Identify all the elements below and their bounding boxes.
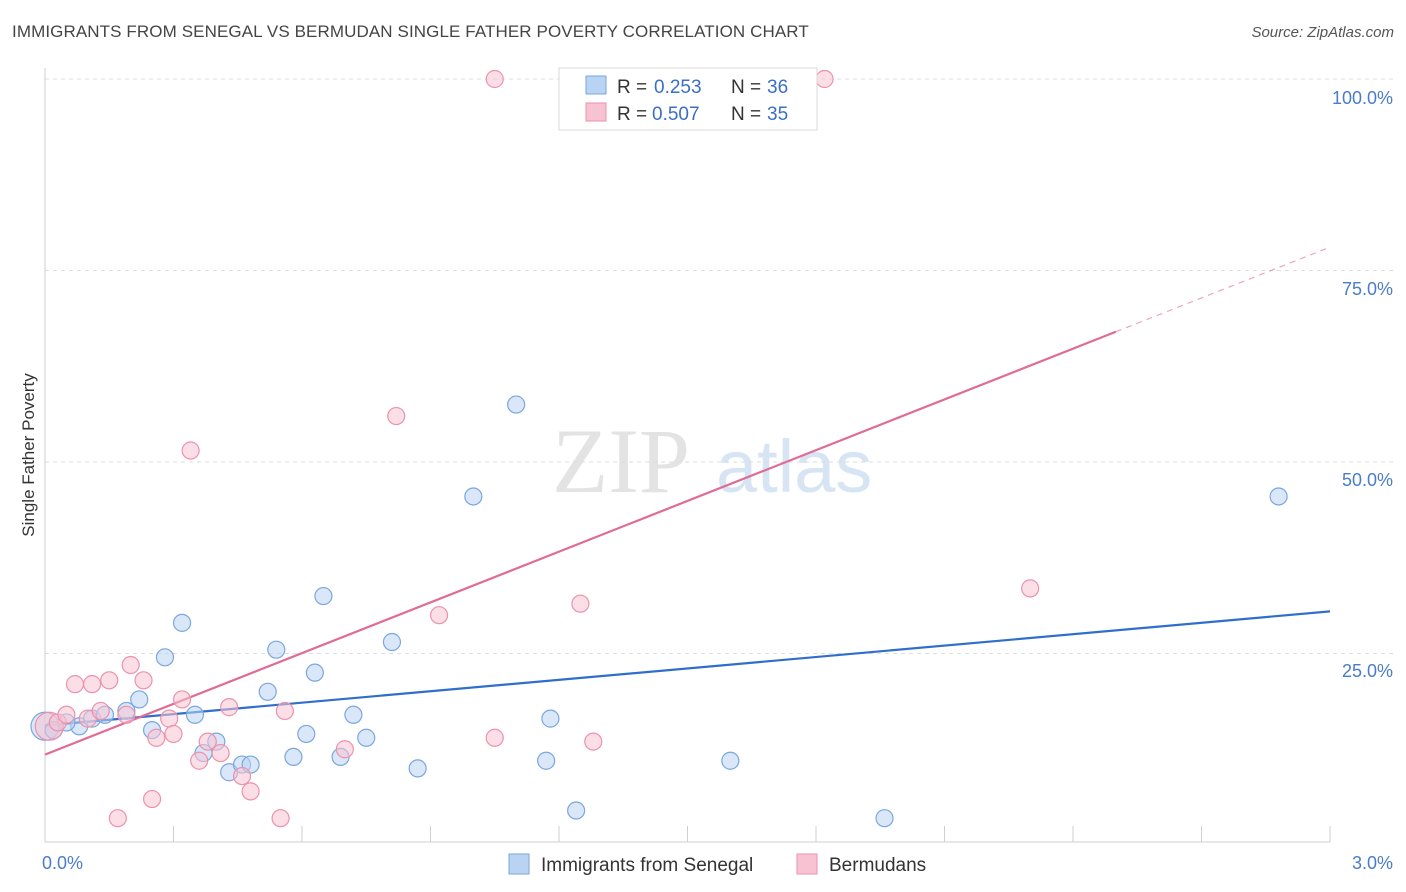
point-bermudans-15 xyxy=(164,724,183,744)
point-bermudans-13 xyxy=(147,728,166,747)
trendline-bermudans xyxy=(44,330,1117,756)
legend-r-label-senegal: R = xyxy=(617,77,647,98)
point-bermudans-19 xyxy=(198,732,217,751)
point-senegal-9 xyxy=(172,613,192,632)
point-bermudans-34 xyxy=(1021,579,1040,598)
point-bermudans-20 xyxy=(211,743,230,763)
point-senegal-16 xyxy=(258,682,277,701)
bottom-legend-swatch-bermudans xyxy=(796,853,818,875)
correlation-legend: R = 0.253 N = 36 R = 0.507 N = 35 xyxy=(558,67,818,131)
bottom-legend-label-senegal: Immigrants from Senegal xyxy=(541,855,753,876)
source-label: Source: ZipAtlas.com xyxy=(1251,24,1394,41)
legend-r-value-bermudans: 0.507 xyxy=(652,104,700,125)
point-bermudans-30 xyxy=(485,69,504,89)
data-points xyxy=(30,69,1288,828)
point-senegal-10 xyxy=(185,705,205,724)
point-bermudans-7 xyxy=(100,671,119,690)
point-senegal-27 xyxy=(464,487,483,506)
point-bermudans-9 xyxy=(117,705,136,724)
y-axis-label: Single Father Poverty xyxy=(19,373,38,537)
point-senegal-23 xyxy=(344,705,363,724)
trendlines xyxy=(44,246,1331,756)
point-bermudans-25 xyxy=(275,701,294,721)
y-tick-label-75: 75.0% xyxy=(1342,279,1393,299)
point-senegal-29 xyxy=(537,751,556,770)
point-bermudans-16 xyxy=(172,690,192,709)
point-bermudans-8 xyxy=(108,809,127,828)
point-bermudans-5 xyxy=(83,675,102,694)
x-tick-label-min: 0.0% xyxy=(42,853,83,873)
point-senegal-18 xyxy=(284,747,303,767)
gridlines xyxy=(45,78,1393,654)
legend-n-label-bermudans: N = xyxy=(731,104,761,125)
point-bermudans-12 xyxy=(142,789,162,809)
point-senegal-28 xyxy=(507,395,526,414)
trendline-bermudans-extension xyxy=(1115,246,1331,333)
point-bermudans-21 xyxy=(220,698,239,717)
point-bermudans-31 xyxy=(571,594,590,613)
point-bermudans-28 xyxy=(429,606,449,625)
x-tick-label-max: 3.0% xyxy=(1352,853,1393,873)
point-bermudans-24 xyxy=(271,809,290,828)
point-senegal-31 xyxy=(567,801,586,820)
point-senegal-25 xyxy=(382,632,402,652)
legend-r-label-bermudans: R = xyxy=(617,104,647,125)
legend-swatch-bermudans xyxy=(585,102,607,122)
bottom-legend-swatch-senegal xyxy=(508,853,530,875)
y-tick-label-100: 100.0% xyxy=(1332,88,1393,108)
legend-n-value-bermudans: 35 xyxy=(767,104,788,125)
legend-swatch-senegal xyxy=(585,75,607,95)
point-senegal-6 xyxy=(130,690,149,709)
y-tick-label-25: 25.0% xyxy=(1342,661,1393,681)
point-bermudans-18 xyxy=(190,751,209,770)
series-legend: Immigrants from Senegal Bermudans xyxy=(508,853,926,876)
point-senegal-17 xyxy=(267,640,286,659)
point-senegal-8 xyxy=(155,648,175,667)
point-bermudans-33 xyxy=(815,69,834,89)
point-senegal-30 xyxy=(541,709,560,728)
point-senegal-32 xyxy=(721,751,740,770)
point-bermudans-14 xyxy=(160,709,179,728)
point-bermudans-32 xyxy=(584,732,603,751)
point-bermudans-26 xyxy=(335,740,354,759)
point-bermudans-22 xyxy=(232,766,252,786)
point-senegal-21 xyxy=(314,586,333,606)
point-senegal-33 xyxy=(875,809,894,828)
bottom-legend-label-bermudans: Bermudans xyxy=(829,855,926,876)
trendline-senegal xyxy=(44,610,1331,727)
y-tick-label-50: 50.0% xyxy=(1342,470,1393,490)
point-bermudans-10 xyxy=(121,655,140,675)
watermark-zip: ZIP xyxy=(552,410,690,512)
point-senegal-26 xyxy=(408,759,427,778)
point-bermudans-2 xyxy=(57,705,76,724)
chart-title: IMMIGRANTS FROM SENEGAL VS BERMUDAN SING… xyxy=(12,22,809,41)
point-senegal-24 xyxy=(357,728,376,747)
point-bermudans-11 xyxy=(134,671,153,690)
legend-n-label-senegal: N = xyxy=(731,77,761,98)
point-bermudans-3 xyxy=(65,675,85,694)
legend-r-value-senegal: 0.253 xyxy=(654,77,702,98)
point-bermudans-6 xyxy=(91,701,110,721)
point-senegal-19 xyxy=(297,724,316,744)
point-bermudans-27 xyxy=(387,406,406,426)
point-senegal-20 xyxy=(305,663,324,682)
point-bermudans-17 xyxy=(181,441,200,460)
legend-n-value-senegal: 36 xyxy=(767,77,788,98)
axis-ticks xyxy=(44,826,1331,842)
point-senegal-34 xyxy=(1269,487,1288,506)
point-bermudans-23 xyxy=(241,782,260,801)
point-bermudans-29 xyxy=(485,728,504,747)
